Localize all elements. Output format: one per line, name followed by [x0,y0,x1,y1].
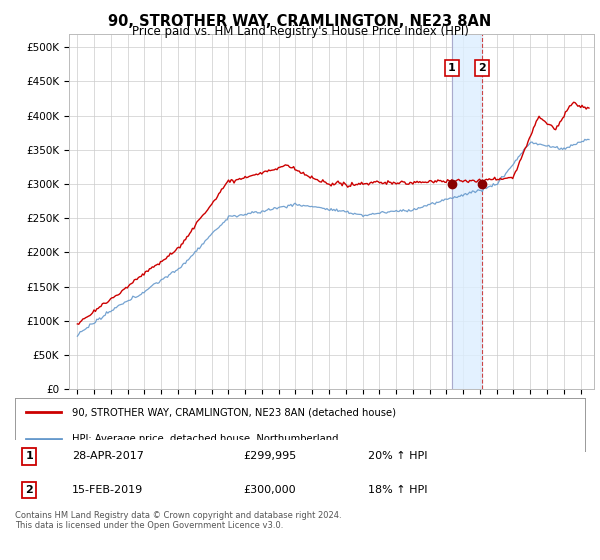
Text: 2: 2 [478,63,486,73]
Text: Price paid vs. HM Land Registry's House Price Index (HPI): Price paid vs. HM Land Registry's House … [131,25,469,38]
Text: 20% ↑ HPI: 20% ↑ HPI [368,451,428,461]
Text: 90, STROTHER WAY, CRAMLINGTON, NE23 8AN (detached house): 90, STROTHER WAY, CRAMLINGTON, NE23 8AN … [72,408,396,418]
Text: 15-FEB-2019: 15-FEB-2019 [72,485,143,495]
Text: Contains HM Land Registry data © Crown copyright and database right 2024.
This d: Contains HM Land Registry data © Crown c… [15,511,341,530]
Text: 28-APR-2017: 28-APR-2017 [72,451,144,461]
Text: 1: 1 [25,451,33,461]
Text: HPI: Average price, detached house, Northumberland: HPI: Average price, detached house, Nort… [72,434,338,444]
Text: 1: 1 [448,63,456,73]
Text: £300,000: £300,000 [243,485,296,495]
Text: 2: 2 [25,485,33,495]
Text: 18% ↑ HPI: 18% ↑ HPI [368,485,428,495]
Text: 90, STROTHER WAY, CRAMLINGTON, NE23 8AN: 90, STROTHER WAY, CRAMLINGTON, NE23 8AN [109,14,491,29]
Text: £299,995: £299,995 [243,451,296,461]
Bar [452,34,482,389]
